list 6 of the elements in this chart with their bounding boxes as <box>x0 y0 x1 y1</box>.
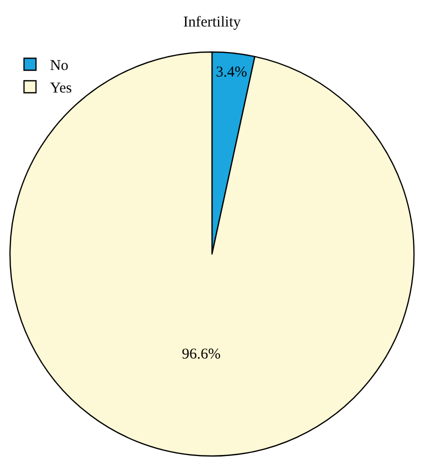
data-label: 96.6% <box>182 346 221 362</box>
data-label: 3.4% <box>216 64 248 80</box>
pie-slice <box>9 51 414 456</box>
legend-label: No <box>50 58 68 74</box>
legend-label: Yes <box>50 80 72 97</box>
chart-title: Infertility <box>183 14 242 31</box>
